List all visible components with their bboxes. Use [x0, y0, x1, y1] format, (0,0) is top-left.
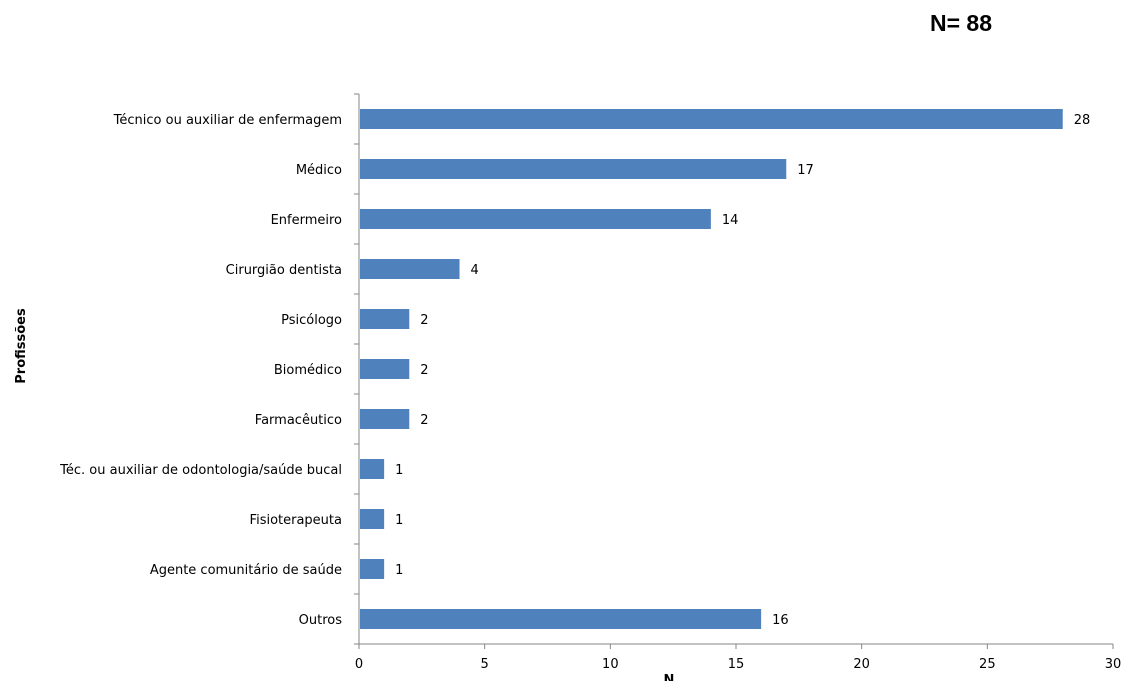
data-label: 1: [395, 563, 403, 578]
category-label: Fisioterapeuta: [250, 513, 342, 528]
chart-axes: [354, 93, 1114, 649]
bar: [360, 509, 385, 529]
data-label: 16: [772, 613, 789, 628]
x-tick-labels: 0 5 10 15 20 25 30: [355, 657, 1121, 672]
category-label: Téc. ou auxiliar de odontologia/saúde bu…: [59, 463, 342, 478]
value-labels: 28 17 14 4 2 2 2 1 1 1 16: [395, 113, 1090, 628]
data-label: 28: [1074, 113, 1091, 128]
x-tick-label: 30: [1105, 657, 1122, 672]
category-label: Outros: [299, 613, 343, 628]
x-axis-label: N: [664, 673, 675, 681]
x-tick-label: 5: [481, 657, 489, 672]
bar: [360, 159, 787, 179]
category-label: Biomédico: [274, 363, 342, 378]
bar: [360, 109, 1063, 129]
category-label: Farmacêutico: [255, 413, 342, 428]
bar: [360, 609, 762, 629]
data-label: 2: [420, 313, 428, 328]
x-tick-label: 0: [355, 657, 363, 672]
x-tick-label: 25: [979, 657, 996, 672]
category-label: Agente comunitário de saúde: [150, 563, 342, 578]
x-tick-label: 20: [853, 657, 870, 672]
data-label: 1: [395, 463, 403, 478]
category-label: Cirurgião dentista: [226, 263, 342, 278]
bar: [360, 409, 410, 429]
bar: [360, 559, 385, 579]
data-label: 4: [471, 263, 479, 278]
data-label: 14: [722, 213, 739, 228]
bar: [360, 359, 410, 379]
bar: [360, 209, 711, 229]
y-axis-label: Profissões: [14, 308, 29, 384]
x-tick-label: 15: [728, 657, 745, 672]
bar: [360, 259, 460, 279]
chart-bars: [360, 109, 1063, 629]
category-labels: Técnico ou auxiliar de enfermagem Médico E…: [59, 113, 342, 628]
sample-size-label: N= 88: [930, 10, 993, 36]
data-label: 2: [420, 413, 428, 428]
x-tick-label: 10: [602, 657, 619, 672]
data-label: 17: [797, 163, 814, 178]
category-label: Médico: [296, 163, 342, 178]
category-label: Técnico ou auxiliar de enfermagem: [113, 113, 342, 128]
category-label: Psicólogo: [281, 313, 342, 328]
bar: [360, 459, 385, 479]
category-label: Enfermeiro: [271, 213, 342, 228]
data-label: 2: [420, 363, 428, 378]
bar: [360, 309, 410, 329]
data-label: 1: [395, 513, 403, 528]
